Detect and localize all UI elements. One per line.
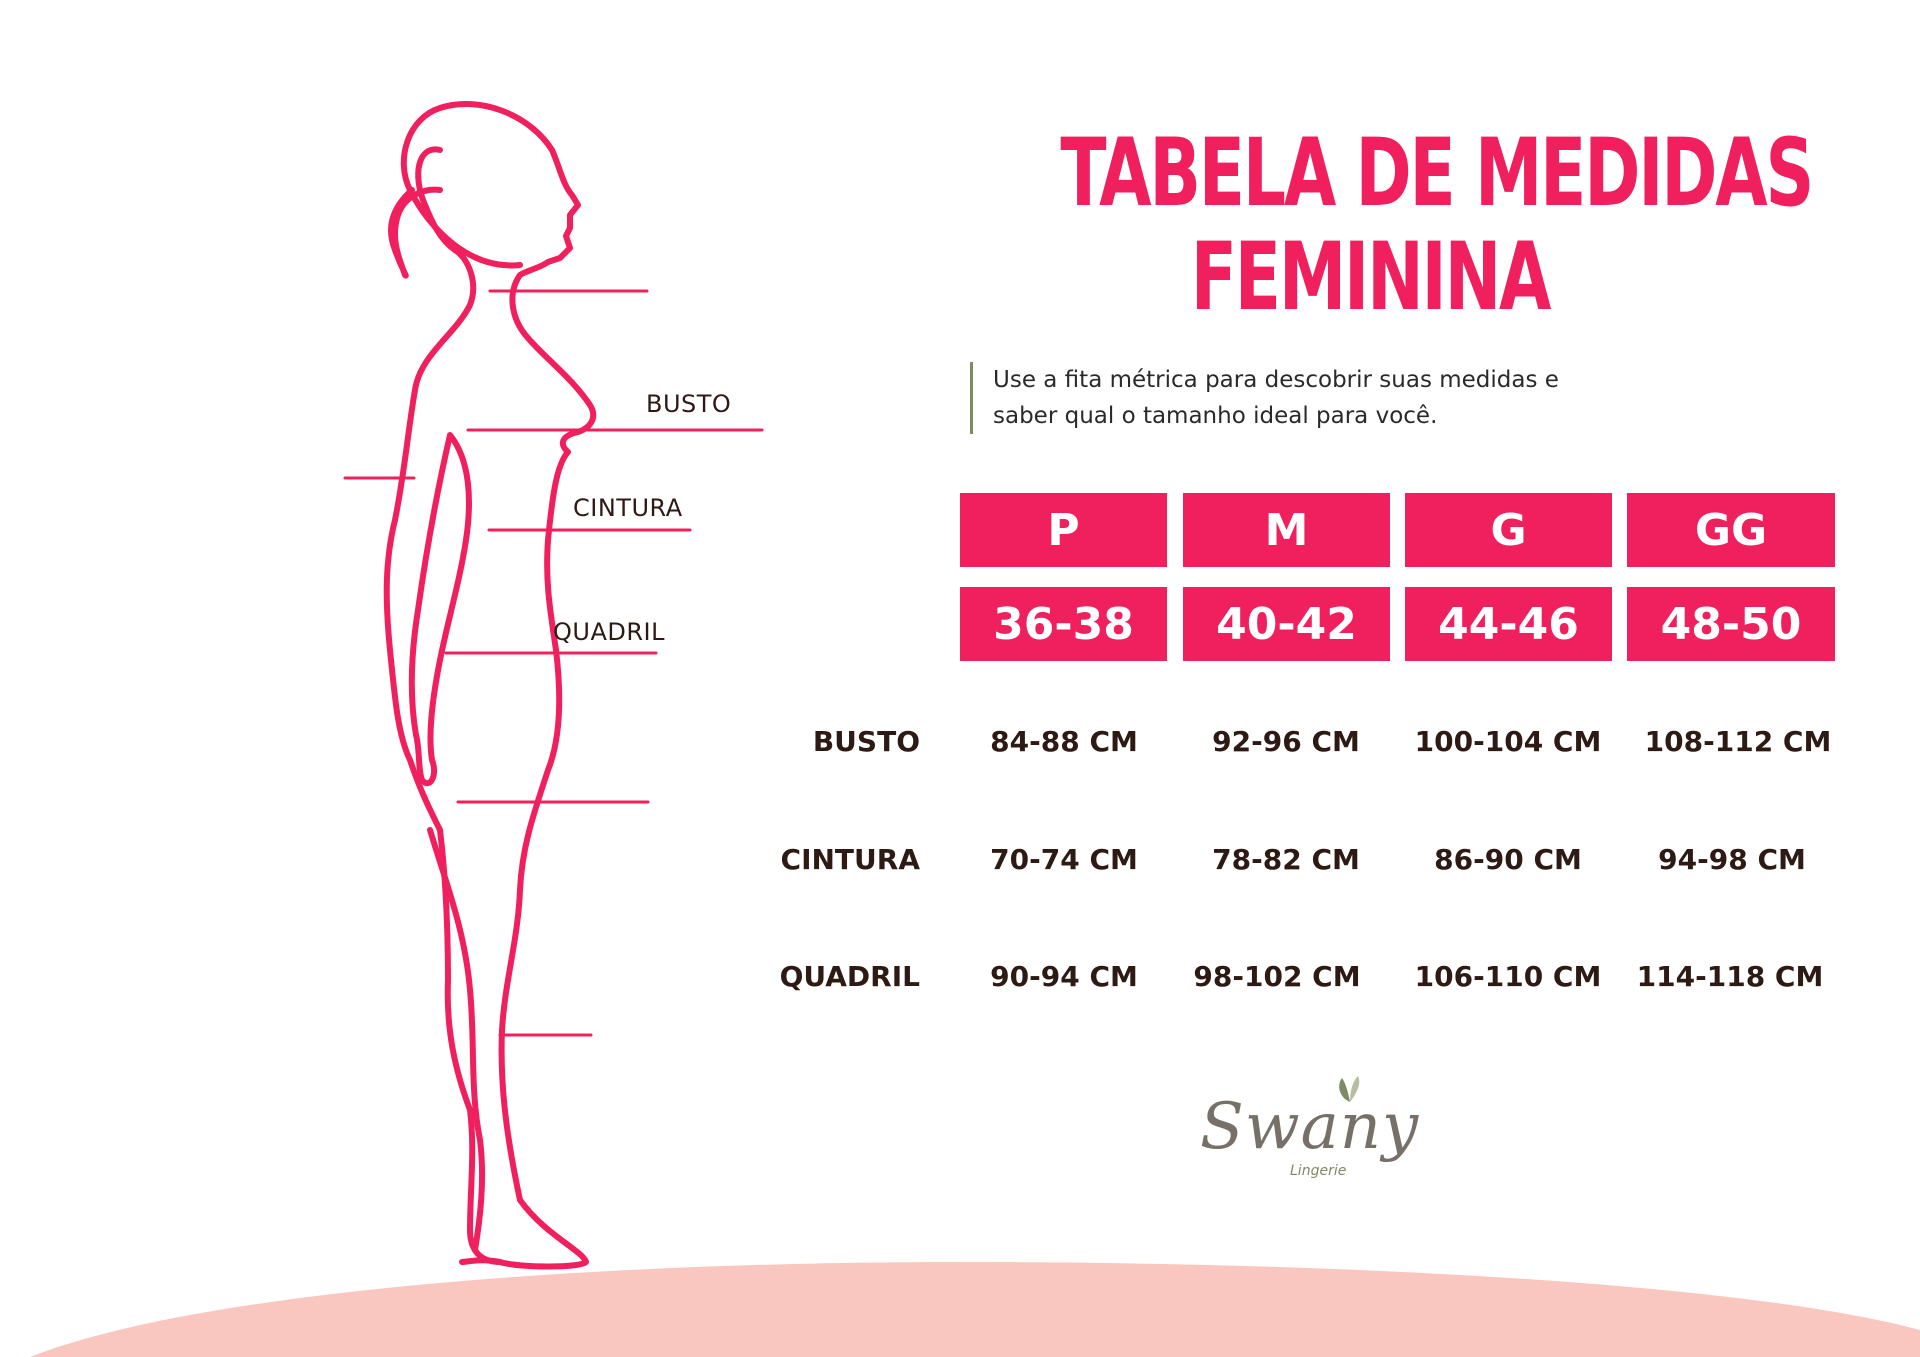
size-letter-g: G xyxy=(1405,493,1612,567)
logo-name: Swany xyxy=(1200,1090,1420,1164)
table-cell: 90-94 CM xyxy=(990,960,1138,993)
size-letter-p: P xyxy=(960,493,1167,567)
figure-label-quadril: QUADRIL xyxy=(553,618,665,646)
brand-logo: Swany Lingerie xyxy=(1180,1070,1440,1180)
intro-text: Use a fita métrica para descobrir suas m… xyxy=(970,362,1693,434)
size-range-p: 36-38 xyxy=(960,587,1167,661)
body-silhouette-illustration xyxy=(343,101,764,1270)
table-cell: 100-104 CM xyxy=(1414,725,1602,758)
table-cell: 114-118 CM xyxy=(1636,960,1824,993)
table-cell: 70-74 CM xyxy=(990,843,1138,876)
figure-label-busto: BUSTO xyxy=(646,390,732,418)
table-cell: 98-102 CM xyxy=(1193,960,1361,993)
size-letter-gg: GG xyxy=(1627,493,1835,567)
title-line-2: FEMININA xyxy=(1190,223,1552,332)
row-label-quadril: QUADRIL xyxy=(779,960,920,993)
table-cell: 86-90 CM xyxy=(1434,843,1582,876)
intro-line-1: Use a fita métrica para descobrir suas m… xyxy=(993,367,1559,393)
row-label-busto: BUSTO xyxy=(812,725,920,758)
page-title: TABELA DE MEDIDAS FEMININA xyxy=(1060,119,1814,332)
table-cell: 84-88 CM xyxy=(990,725,1138,758)
row-label-cintura: CINTURA xyxy=(780,843,920,876)
size-range-m: 40-42 xyxy=(1183,587,1390,661)
title-line-1: TABELA DE MEDIDAS xyxy=(1060,119,1814,228)
table-cell: 78-82 CM xyxy=(1212,843,1360,876)
butterfly-icon xyxy=(1339,1076,1360,1102)
table-cell: 108-112 CM xyxy=(1644,725,1832,758)
figure-label-cintura: CINTURA xyxy=(573,494,683,522)
table-cell: 106-110 CM xyxy=(1414,960,1602,993)
size-letter-m: M xyxy=(1183,493,1390,567)
table-cell: 92-96 CM xyxy=(1212,725,1360,758)
intro-line-2: saber qual o tamanho ideal para você. xyxy=(993,403,1438,429)
logo-subtitle: Lingerie xyxy=(1290,1163,1347,1179)
table-cell: 94-98 CM xyxy=(1658,843,1806,876)
size-range-g: 44-46 xyxy=(1405,587,1612,661)
size-range-gg: 48-50 xyxy=(1627,587,1835,661)
